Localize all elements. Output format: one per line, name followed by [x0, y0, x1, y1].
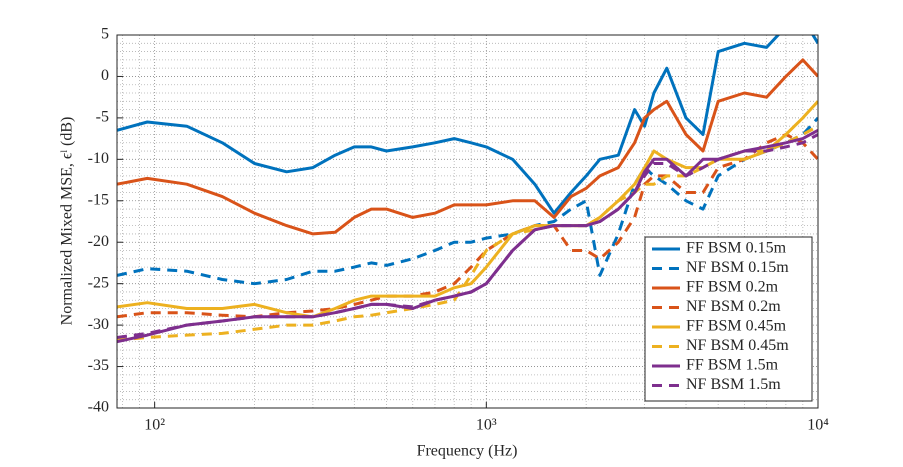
legend-label: FF BSM 0.15m — [686, 240, 787, 257]
y-tick-label: -5 — [96, 109, 109, 126]
legend-label: FF BSM 0.2m — [686, 279, 779, 296]
x-tick-label: 10⁴ — [807, 417, 829, 434]
legend-label: FF BSM 1.5m — [686, 357, 779, 374]
y-tick-label: -20 — [88, 233, 109, 250]
y-tick-label: -15 — [88, 191, 109, 208]
y-tick-label: -35 — [88, 357, 109, 374]
y-tick-label: -40 — [88, 399, 109, 416]
series-line — [117, 133, 818, 339]
series-group — [117, 35, 818, 344]
axes-box — [116, 34, 819, 409]
legend-label: FF BSM 0.45m — [686, 318, 787, 335]
y-tick-label: 0 — [101, 67, 109, 84]
y-tick-label: 5 — [101, 26, 109, 43]
series-line — [117, 35, 818, 215]
y-tick-label: -30 — [88, 316, 109, 333]
legend-label: NF BSM 1.5m — [686, 376, 781, 393]
legend-label: NF BSM 0.45m — [686, 337, 789, 354]
y-tick-label: -10 — [88, 150, 109, 167]
x-axis-label: Frequency (Hz) — [417, 443, 518, 460]
x-tick-label: 10³ — [476, 417, 497, 434]
series-line — [117, 58, 818, 236]
legend-box — [644, 236, 813, 402]
y-tick-label: -25 — [88, 274, 109, 291]
series-line — [117, 124, 818, 342]
y-axis-label: Normalized Mixed MSE, ϵˡ (dB) — [59, 117, 76, 326]
legend-label: NF BSM 0.15m — [686, 259, 789, 276]
x-tick-label: 10² — [144, 417, 165, 434]
legend: FF BSM 0.15m NF BSM 0.15m FF BSM 0.2m NF BS… — [644, 236, 813, 402]
legend-label: NF BSM 0.2m — [686, 298, 781, 315]
